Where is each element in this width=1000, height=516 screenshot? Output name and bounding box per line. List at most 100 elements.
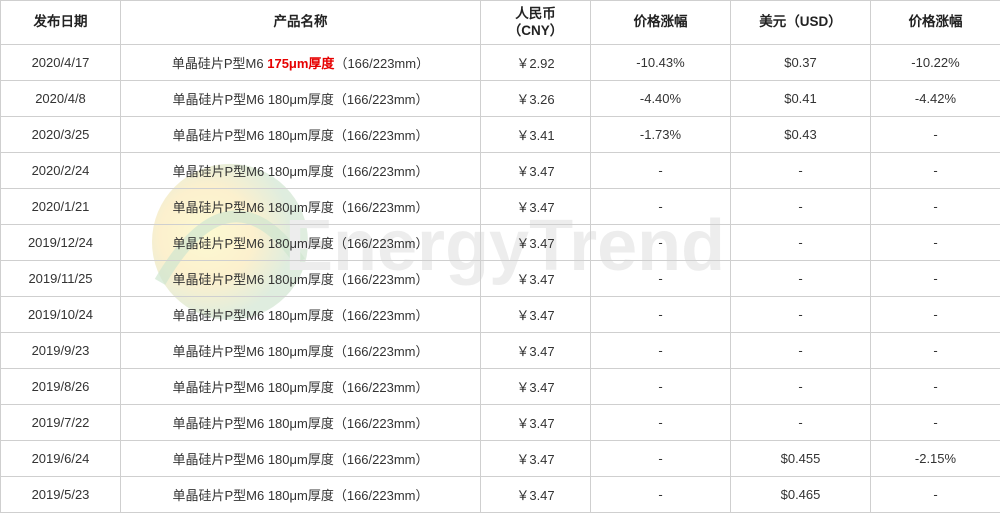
product-name-pre: 单晶硅片P型M6 180μm厚度（166/223mm） [172,416,428,431]
table-row: 2019/12/24单晶硅片P型M6 180μm厚度（166/223mm）￥3.… [1,225,1000,261]
product-name-pre: 单晶硅片P型M6 180μm厚度（166/223mm） [172,308,428,323]
cell-usd: - [731,297,871,333]
cell-chg-cny: - [591,261,731,297]
cell-cny: ￥3.47 [481,405,591,441]
cell-usd: - [731,405,871,441]
cell-date: 2019/9/23 [1,333,121,369]
product-name-pre: 单晶硅片P型M6 [172,56,267,71]
cell-product-name: 单晶硅片P型M6 175μm厚度（166/223mm） [121,45,481,81]
product-name-pre: 单晶硅片P型M6 180μm厚度（166/223mm） [172,452,428,467]
cell-chg-cny: - [591,477,731,513]
cell-usd: $0.41 [731,81,871,117]
col-header-name: 产品名称 [121,1,481,45]
col-header-date: 发布日期 [1,1,121,45]
cell-usd: - [731,153,871,189]
cell-chg-usd: - [871,189,1000,225]
cell-usd: - [731,225,871,261]
cell-cny: ￥3.26 [481,81,591,117]
table-row: 2020/2/24 单晶硅片P型M6 180μm厚度（166/223mm） ￥3.4… [1,153,1000,189]
product-name-pre: 单晶硅片P型M6 180μm厚度（166/223mm） [172,344,428,359]
cell-product-name: 单晶硅片P型M6 180μm厚度（166/223mm） [121,405,481,441]
cell-chg-usd: - [871,261,1000,297]
cell-date: 2019/5/23 [1,477,121,513]
table-row: 2020/4/17单晶硅片P型M6 175μm厚度（166/223mm）￥2.9… [1,45,1000,81]
cell-chg-cny: - [591,153,731,189]
product-name-pre: 单晶硅片P型M6 180μm厚度（166/223mm） [172,128,428,143]
cell-chg-usd: - [871,369,1000,405]
cell-chg-cny: - [591,225,731,261]
col-header-chg-usd: 价格涨幅 [871,1,1000,45]
product-name-highlight: 175μm厚度 [267,56,334,71]
cell-usd: $0.43 [731,117,871,153]
cell-cny: ￥3.47 [481,333,591,369]
cell-usd: $0.465 [731,477,871,513]
cell-cny: ￥3.41 [481,117,591,153]
price-table: 发布日期 产品名称 人民币 （CNY） 价格涨幅 美元（USD） 价格涨幅 20… [0,0,1000,513]
cell-date: 2019/6/24 [1,441,121,477]
cell-chg-usd: - [871,405,1000,441]
table-row: 2019/10/24 单晶硅片P型M6 180μm厚度（166/223mm） ￥3.… [1,297,1000,333]
cell-usd: $0.37 [731,45,871,81]
table-row: 2020/1/21单晶硅片P型M6 180μm厚度（166/223mm）￥3.4… [1,189,1000,225]
product-name-suf: （166/223mm） [334,56,429,71]
cell-product-name: 单晶硅片P型M6 180μm厚度（166/223mm） [121,189,481,225]
cell-cny: ￥3.47 [481,189,591,225]
cell-cny: ￥3.47 [481,297,591,333]
table-row: 2019/11/25 单晶硅片P型M6 180μm厚度（166/223mm） ￥3.… [1,261,1000,297]
cell-date: 2020/2/24 [1,153,121,189]
cell-chg-cny: - [591,369,731,405]
cell-chg-cny: -4.40% [591,81,731,117]
cell-cny: ￥3.47 [481,369,591,405]
cell-product-name: 单晶硅片P型M6 180μm厚度（166/223mm） [121,117,481,153]
cell-usd: - [731,369,871,405]
cell-chg-usd: - [871,333,1000,369]
cell-date: 2019/12/24 [1,225,121,261]
cell-chg-usd: -10.22% [871,45,1000,81]
col-header-usd: 美元（USD） [731,1,871,45]
cell-chg-cny: -1.73% [591,117,731,153]
cell-product-name: 单晶硅片P型M6 180μm厚度（166/223mm） [121,369,481,405]
product-name-pre: 单晶硅片P型M6 180μm厚度（166/223mm） [172,236,428,251]
cell-date: 2019/7/22 [1,405,121,441]
cell-product-name: 单晶硅片P型M6 180μm厚度（166/223mm） [121,297,481,333]
product-name-pre: 单晶硅片P型M6 180μm厚度（166/223mm） [172,488,428,503]
cell-cny: ￥3.47 [481,153,591,189]
cell-chg-cny: - [591,441,731,477]
table-row: 2019/7/22 单晶硅片P型M6 180μm厚度（166/223mm） ￥3.4… [1,405,1000,441]
table-row: 2019/9/23 单晶硅片P型M6 180μm厚度（166/223mm） ￥3.4… [1,333,1000,369]
cell-chg-usd: - [871,117,1000,153]
cell-product-name: 单晶硅片P型M6 180μm厚度（166/223mm） [121,441,481,477]
table-row: 2019/6/24 单晶硅片P型M6 180μm厚度（166/223mm） ￥3.4… [1,441,1000,477]
cell-date: 2019/11/25 [1,261,121,297]
product-name-pre: 单晶硅片P型M6 180μm厚度（166/223mm） [172,164,428,179]
cell-chg-usd: - [871,477,1000,513]
cell-date: 2020/4/8 [1,81,121,117]
product-name-pre: 单晶硅片P型M6 180μm厚度（166/223mm） [172,92,428,107]
cell-cny: ￥2.92 [481,45,591,81]
cell-usd: - [731,333,871,369]
cell-product-name: 单晶硅片P型M6 180μm厚度（166/223mm） [121,225,481,261]
cell-chg-cny: - [591,189,731,225]
product-name-pre: 单晶硅片P型M6 180μm厚度（166/223mm） [172,200,428,215]
col-header-chg-cny: 价格涨幅 [591,1,731,45]
cell-cny: ￥3.47 [481,261,591,297]
product-name-pre: 单晶硅片P型M6 180μm厚度（166/223mm） [172,272,428,287]
cell-date: 2020/4/17 [1,45,121,81]
cell-chg-cny: - [591,297,731,333]
cell-product-name: 单晶硅片P型M6 180μm厚度（166/223mm） [121,153,481,189]
cell-cny: ￥3.47 [481,441,591,477]
cell-usd: $0.455 [731,441,871,477]
cell-usd: - [731,189,871,225]
table-row: 2020/3/25单晶硅片P型M6 180μm厚度（166/223mm）￥3.4… [1,117,1000,153]
cell-date: 2019/8/26 [1,369,121,405]
table-row: 2019/5/23单晶硅片P型M6 180μm厚度（166/223mm）￥3.4… [1,477,1000,513]
table-row: 2020/4/8 单晶硅片P型M6 180μm厚度（166/223mm） ￥3.26… [1,81,1000,117]
cell-chg-cny: - [591,405,731,441]
cell-product-name: 单晶硅片P型M6 180μm厚度（166/223mm） [121,333,481,369]
col-header-cny: 人民币 （CNY） [481,1,591,45]
cell-usd: - [731,261,871,297]
cell-product-name: 单晶硅片P型M6 180μm厚度（166/223mm） [121,81,481,117]
cell-date: 2019/10/24 [1,297,121,333]
cell-chg-usd: - [871,153,1000,189]
cell-chg-usd: - [871,297,1000,333]
